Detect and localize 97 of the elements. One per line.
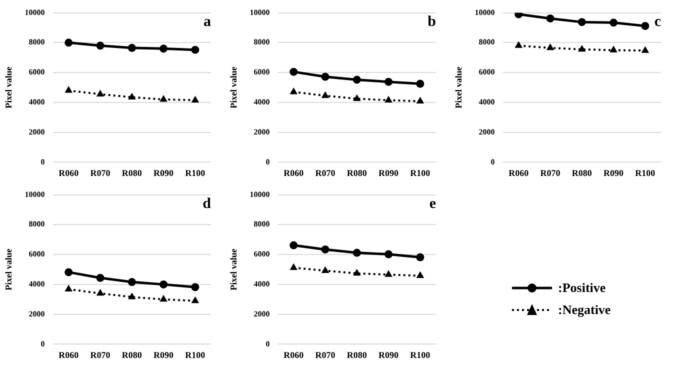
y-tick-label: 8000	[254, 38, 270, 47]
point	[160, 294, 168, 302]
x-tick-label: R070	[90, 168, 111, 178]
point	[64, 38, 73, 47]
y-tick-label: 0	[266, 339, 270, 348]
point	[290, 241, 298, 250]
x-tick-label: R060	[58, 168, 80, 178]
annotation: d	[202, 196, 212, 212]
point	[160, 44, 168, 53]
y-tick-label: 0	[40, 339, 45, 348]
point	[416, 271, 424, 278]
x-tick-label: R100	[185, 168, 206, 178]
point	[128, 92, 136, 100]
y-tick-label: 6000	[28, 250, 45, 259]
point	[64, 268, 73, 276]
y-tick-label: 6000	[254, 68, 270, 77]
point	[160, 280, 168, 288]
y-tick-label: 8000	[254, 220, 270, 229]
point	[191, 46, 200, 54]
x-tick-label: R090	[154, 168, 174, 178]
point	[352, 248, 361, 257]
y-tick-label: 8000	[28, 38, 45, 47]
annotation: c	[654, 14, 662, 30]
y-tick-label: 8000	[478, 38, 495, 47]
y-tick-label: 6000	[28, 68, 45, 77]
x-tick-label: R080	[572, 168, 592, 178]
y-tick-label: 2000	[478, 127, 495, 136]
point	[191, 283, 200, 292]
y-tick-label: 2000	[254, 309, 270, 318]
point	[384, 250, 393, 258]
y-axis-title: Pixel value	[454, 66, 464, 108]
annotation: a	[204, 14, 212, 30]
y-tick-label: 10000	[24, 8, 45, 17]
point	[64, 284, 73, 292]
x-tick-label: R100	[185, 350, 206, 360]
y-tick-label: 10000	[24, 190, 45, 199]
point	[128, 278, 136, 286]
point	[96, 42, 104, 50]
x-tick-label: R090	[604, 168, 624, 178]
x-tick-label: R100	[410, 168, 431, 178]
y-tick-label: 0	[266, 157, 270, 166]
point	[384, 270, 392, 277]
point	[96, 274, 104, 282]
x-tick-label: R070	[540, 168, 561, 178]
x-tick-label: R060	[508, 168, 530, 178]
x-tick-label: R090	[154, 350, 174, 360]
y-tick-label: 2000	[28, 127, 45, 136]
x-tick-label: R060	[58, 350, 80, 360]
point	[353, 268, 361, 276]
y-tick-label: 4000	[478, 98, 495, 107]
x-tick-label: R070	[315, 350, 336, 360]
y-tick-label: 10000	[474, 8, 495, 17]
y-tick-label: 0	[40, 157, 45, 166]
x-tick-label: R080	[346, 168, 368, 178]
x-tick-label: R100	[410, 350, 431, 360]
point	[321, 266, 330, 273]
point	[160, 94, 168, 102]
y-tick-label: 4000	[28, 280, 45, 289]
x-tick-label: R090	[378, 350, 400, 360]
point	[128, 44, 136, 52]
point	[96, 288, 104, 296]
x-tick-label: R070	[90, 350, 111, 360]
x-tick-label: R060	[284, 168, 304, 178]
y-tick-label: 10000	[250, 8, 270, 17]
annotation: b	[428, 14, 436, 30]
x-tick-label: R100	[635, 168, 656, 178]
point	[191, 296, 200, 304]
y-tick-label: 10000	[250, 190, 270, 199]
x-tick-label: R080	[346, 350, 368, 360]
x-tick-label: R090	[378, 168, 400, 178]
x-tick-label: R080	[122, 168, 142, 178]
point	[191, 96, 200, 102]
y-tick-label: 6000	[478, 68, 495, 77]
point	[416, 253, 424, 262]
y-axis-title: Pixel value	[4, 248, 14, 290]
point	[290, 263, 298, 270]
point	[128, 292, 136, 300]
y-tick-label: 2000	[254, 127, 270, 136]
y-tick-label: 4000	[28, 98, 45, 107]
y-axis-title: Pixel value	[228, 66, 239, 108]
y-tick-label: 8000	[28, 220, 45, 229]
x-tick-label: R080	[122, 350, 142, 360]
point	[96, 90, 104, 96]
y-tick-label: 0	[490, 157, 495, 166]
x-tick-label: R060	[284, 350, 304, 360]
y-axis-title: Pixel value	[4, 66, 14, 108]
x-tick-label: R070	[315, 168, 336, 178]
y-tick-label: 6000	[254, 250, 270, 259]
legend-label: :Positive	[558, 280, 606, 296]
y-tick-label: 4000	[254, 280, 270, 289]
y-tick-label: 2000	[28, 309, 45, 318]
point	[64, 86, 73, 93]
annotation: e	[429, 196, 436, 212]
y-tick-label: 4000	[254, 98, 270, 107]
y-axis-title: Pixel value	[228, 248, 239, 290]
point	[321, 245, 330, 254]
legend-label: :Negative	[558, 302, 611, 318]
